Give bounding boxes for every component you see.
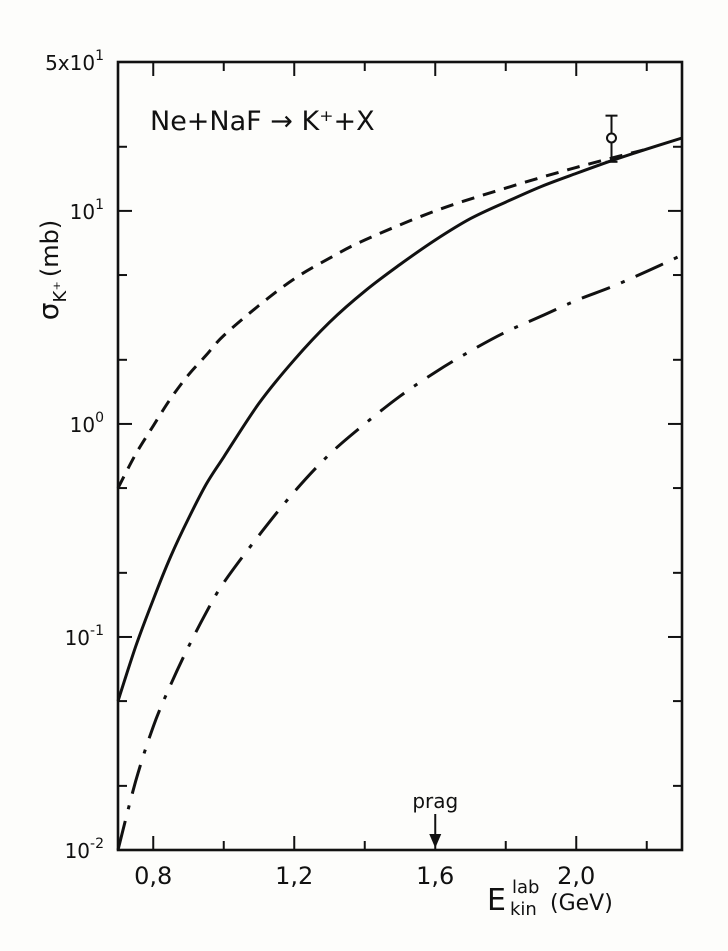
- x-axis-symbol: E: [487, 883, 506, 918]
- plot-frame: [116, 60, 684, 852]
- prag-marker-label: prag: [412, 789, 458, 813]
- series-line-solid: [116, 136, 683, 702]
- data-point: [606, 132, 617, 144]
- y-tick-base: 10: [70, 200, 95, 224]
- y-axis-unit: (mb): [36, 220, 64, 277]
- x-axis-unit: (GeV): [550, 891, 613, 916]
- y-axis-title: σK⁺ (mb): [32, 220, 71, 320]
- y-tick-exponent: 1: [95, 48, 104, 64]
- y-tick-label: 101: [70, 197, 104, 224]
- y-tick-base: 10: [65, 839, 90, 863]
- x-tick-label: 0,8: [134, 862, 172, 890]
- y-tick-exponent: 0: [95, 410, 104, 426]
- x-tick-label: 2,0: [557, 862, 595, 890]
- x-axis-subscript: kin: [510, 899, 537, 920]
- svg-text:σK⁺(mb): σK⁺ (mb): [32, 220, 71, 320]
- y-tick-exponent: -2: [90, 836, 104, 852]
- data-points-layer: [605, 114, 618, 163]
- y-tick-base: 5x10: [45, 51, 95, 75]
- y-tick-base: 10: [70, 413, 95, 437]
- y-axis-symbol: σ: [32, 302, 65, 320]
- y-tick-label: 5x101: [45, 48, 104, 75]
- y-tick-label: 100: [70, 410, 104, 437]
- prag-marker-arrowhead: [429, 834, 442, 848]
- y-tick-exponent: 1: [95, 197, 104, 213]
- x-axis-superscript: lab: [512, 877, 539, 898]
- x-tick-label: 1,2: [275, 862, 313, 890]
- y-tick-exponent: -1: [90, 623, 104, 639]
- prag-marker: prag: [412, 789, 458, 848]
- x-axis-title: E lab kin (GeV): [487, 877, 613, 920]
- series-line-dash-dot: [116, 253, 683, 851]
- series-line-dashed: [116, 147, 648, 489]
- y-tick-label: 10-2: [65, 836, 104, 863]
- y-tick-label: 10-1: [65, 623, 104, 650]
- y-axis-subscript: K⁺: [50, 281, 71, 302]
- series-layer: [116, 136, 683, 851]
- reaction-annotation: Ne+NaF → K⁺+X: [150, 106, 375, 137]
- x-tick-label: 1,6: [416, 862, 454, 890]
- y-tick-base: 10: [65, 626, 90, 650]
